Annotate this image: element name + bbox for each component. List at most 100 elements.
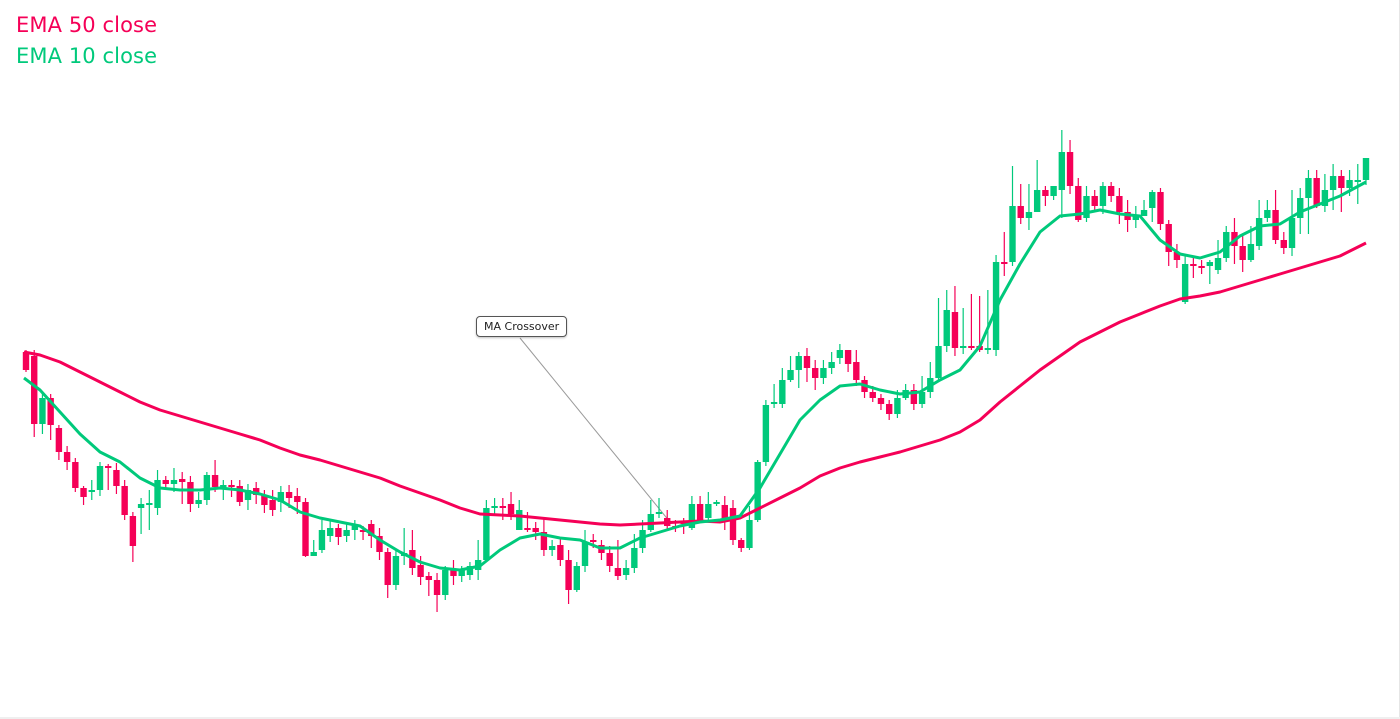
- candle-up: [1214, 258, 1222, 270]
- candle-down: [376, 536, 383, 552]
- annotation-ma-crossover[interactable]: MA Crossover: [476, 316, 568, 337]
- candle-down: [1107, 186, 1115, 196]
- candle-up: [746, 520, 753, 548]
- candle-up: [1255, 218, 1263, 246]
- candle-up: [1305, 178, 1312, 198]
- candle-up: [787, 370, 794, 380]
- candle-down: [729, 508, 737, 540]
- candle-up: [1033, 190, 1041, 212]
- candle-up: [1083, 196, 1090, 218]
- candle-up: [1025, 212, 1033, 218]
- candle-down: [1075, 186, 1082, 220]
- candle-up: [581, 542, 589, 566]
- candle-up: [631, 548, 638, 568]
- candle-up: [1132, 216, 1140, 220]
- candle-up: [203, 475, 211, 500]
- candle-up: [762, 405, 770, 462]
- candle-down: [803, 356, 811, 368]
- candle-down: [63, 452, 71, 462]
- ema10-line: [23, 180, 1367, 572]
- candle-up: [88, 490, 95, 492]
- candle-up: [1354, 180, 1361, 182]
- candle-up: [935, 346, 942, 378]
- ema50-line: [23, 241, 1367, 527]
- candle-up: [573, 566, 580, 590]
- candle-up: [918, 392, 926, 404]
- candle-up: [1050, 186, 1057, 196]
- candle-up: [943, 310, 950, 346]
- candle-up: [96, 466, 104, 490]
- candle-down: [910, 390, 918, 404]
- candle-down: [80, 488, 87, 497]
- candle-down: [121, 486, 128, 515]
- candle-down: [302, 502, 309, 556]
- candle-down: [590, 540, 597, 542]
- candle-up: [39, 398, 46, 424]
- candle-down: [885, 404, 893, 414]
- candle-down: [877, 398, 885, 404]
- candle-up: [343, 530, 350, 536]
- candle-down: [425, 576, 433, 580]
- candle-up: [1099, 186, 1107, 206]
- candle-up: [1223, 232, 1230, 258]
- candle-up: [836, 350, 844, 358]
- candle-down: [294, 496, 301, 502]
- candle-down: [968, 346, 975, 348]
- candle-down: [1066, 152, 1074, 186]
- candle-up: [516, 510, 523, 530]
- candle-up: [1297, 198, 1304, 218]
- candle-up: [688, 504, 696, 528]
- legend: EMA 50 close EMA 10 close: [16, 10, 157, 72]
- candle-down: [261, 495, 268, 505]
- candle-down: [433, 580, 441, 595]
- candle-up: [483, 508, 490, 560]
- candle-up: [466, 566, 474, 575]
- candle-down: [532, 528, 539, 532]
- bottom-border: [0, 717, 1400, 719]
- legend-ema10[interactable]: EMA 10 close: [16, 44, 158, 68]
- candle-down: [236, 486, 243, 502]
- candle-down: [1338, 176, 1345, 188]
- candle-down: [507, 504, 515, 514]
- candle-down: [178, 479, 186, 482]
- candle-up: [713, 502, 720, 504]
- candle-down: [384, 552, 391, 585]
- legend-ema50[interactable]: EMA 50 close: [16, 13, 158, 37]
- candle-down: [696, 504, 704, 520]
- candle-up: [1346, 180, 1353, 188]
- candle-down: [252, 488, 260, 495]
- candle-down: [1042, 190, 1049, 196]
- candle-down: [557, 545, 564, 560]
- candle-down: [499, 506, 507, 508]
- candle-up: [770, 402, 778, 404]
- candle-down: [1198, 266, 1205, 268]
- candle-down: [1116, 196, 1123, 212]
- candle-up: [351, 526, 359, 530]
- candle-up: [1329, 176, 1337, 190]
- candle-up: [318, 530, 326, 550]
- candle-up: [795, 356, 802, 370]
- candle-up: [820, 368, 827, 378]
- candle-down: [269, 500, 276, 510]
- candle-up: [442, 570, 449, 595]
- candle-up: [828, 362, 835, 368]
- candle-down: [721, 505, 728, 519]
- candle-down: [72, 462, 79, 488]
- candle-down: [869, 392, 876, 398]
- candle-up: [1362, 158, 1370, 180]
- candle-up: [310, 552, 317, 556]
- candle-up: [1264, 210, 1271, 218]
- candle-down: [738, 540, 745, 548]
- candle-up: [277, 492, 285, 502]
- candle-down: [524, 528, 531, 530]
- candle-down: [105, 466, 112, 468]
- candle-up: [959, 346, 967, 348]
- candle-up: [244, 490, 252, 500]
- candle-down: [853, 362, 860, 380]
- candle-down: [1091, 196, 1098, 206]
- candle-down: [113, 470, 120, 486]
- candle-down: [162, 480, 169, 484]
- candles-group: [22, 130, 1370, 612]
- candle-down: [1017, 206, 1024, 218]
